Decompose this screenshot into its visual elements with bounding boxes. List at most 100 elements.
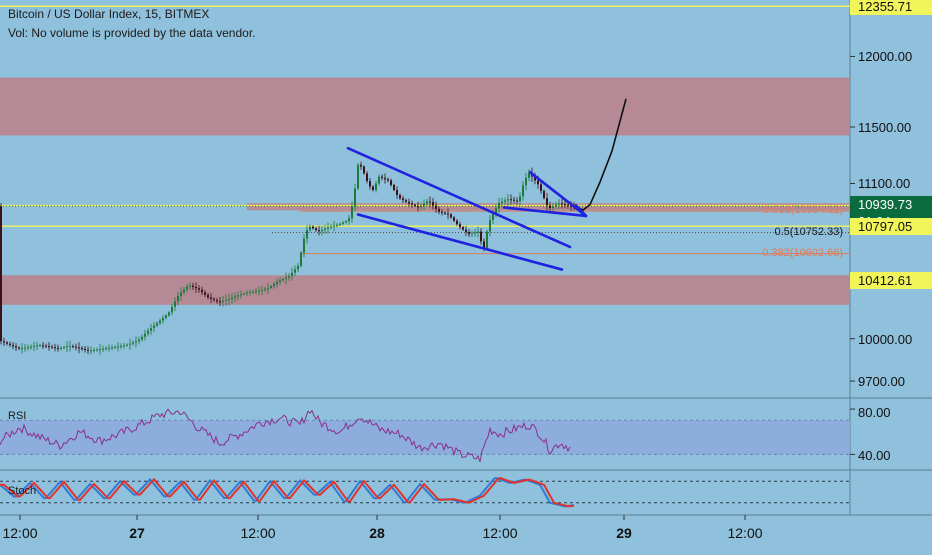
candle-down [51, 346, 53, 348]
trendline [346, 146, 572, 249]
stoch-d-line [0, 476, 575, 508]
candle-up [117, 346, 119, 348]
candle-up [321, 229, 323, 232]
candle-down [453, 217, 455, 221]
price-axis-label: 12355.71 [850, 0, 932, 16]
candle-up [348, 218, 350, 222]
candle-up [426, 201, 428, 204]
candle-up [357, 164, 359, 189]
candle-up [174, 301, 176, 307]
candle-up [183, 289, 185, 293]
fib-level-label: 0.5(10752.33) [774, 225, 844, 238]
candle-up [327, 227, 329, 229]
candle-down [210, 297, 212, 299]
candle-down [432, 202, 434, 206]
candle-up [255, 291, 257, 293]
time-axis-label: 12:00 [482, 525, 518, 541]
candle-down [48, 346, 50, 348]
candle-down [45, 345, 47, 347]
candle-up [120, 345, 122, 347]
candle-up [420, 205, 422, 208]
resistance-zone [0, 275, 850, 305]
candle-up [267, 288, 269, 290]
candle-down [366, 173, 368, 182]
candle-down [315, 228, 317, 231]
candle-up [90, 350, 92, 352]
candle-down [12, 345, 14, 347]
candle-up [294, 269, 296, 273]
candle-down [483, 241, 485, 249]
candle-down [75, 346, 77, 348]
candle-up [528, 172, 530, 178]
candle-down [81, 348, 83, 350]
candle-up [336, 224, 338, 226]
resistance-zone [247, 203, 850, 211]
candle-down [87, 349, 89, 351]
candle-down [213, 298, 215, 301]
candle-up [123, 345, 125, 347]
candle-up [39, 345, 41, 347]
candle-up [132, 342, 134, 344]
candle-down [447, 213, 449, 215]
candle-down [42, 345, 44, 347]
candle-up [27, 347, 29, 349]
stoch-label: Stoch [8, 485, 37, 497]
candle-up [279, 280, 281, 282]
candle-down [417, 205, 419, 208]
candle-up [108, 347, 110, 349]
price-axis-label: 10412.61 [850, 272, 932, 290]
candle-up [111, 347, 113, 349]
candle-down [390, 180, 392, 185]
rsi-tick-40: 40.00 [858, 448, 891, 463]
candle-down [201, 289, 203, 293]
trendline [574, 204, 588, 218]
candle-down [465, 229, 467, 233]
candle-up [423, 203, 425, 206]
candle-down [402, 198, 404, 201]
candle-up [378, 176, 380, 184]
candle-down [393, 184, 395, 190]
candle-up [138, 339, 140, 342]
candle-up [276, 281, 278, 285]
candle-down [540, 184, 542, 191]
candle-up [498, 203, 500, 209]
time-axis-label: 29 [616, 525, 632, 541]
candle-down [387, 179, 389, 181]
price-axis-label: 12000.00 [858, 49, 913, 65]
time-axis-label: 27 [129, 525, 145, 541]
candle-down [513, 199, 515, 201]
volume-note: Vol: No volume is provided by the data v… [8, 26, 256, 40]
time-axis-label: 12:00 [2, 525, 38, 541]
candle-up [180, 292, 182, 296]
candle-down [546, 198, 548, 206]
candle-up [171, 306, 173, 313]
candle-up [345, 221, 347, 223]
candle-up [186, 286, 188, 290]
candle-down [516, 200, 518, 202]
candle-down [462, 227, 464, 230]
candle-down [54, 347, 56, 349]
candle-down [480, 231, 482, 242]
trendline [502, 206, 588, 218]
candle-up [96, 349, 98, 351]
candle-down [411, 203, 413, 205]
candle-down [72, 346, 74, 348]
candle-down [444, 212, 446, 214]
candle-up [309, 226, 311, 231]
candle-down [534, 176, 536, 181]
candle-up [237, 295, 239, 297]
candle-up [522, 185, 524, 197]
candle-up [558, 203, 560, 205]
candle-down [360, 164, 362, 167]
candle-down [549, 205, 551, 209]
candle-up [240, 294, 242, 296]
candle-up [126, 344, 128, 346]
candle-up [144, 333, 146, 337]
candle-up [249, 291, 251, 293]
candle-down [0, 206, 2, 342]
candle-down [9, 343, 11, 346]
candle-up [63, 347, 65, 349]
candle-down [78, 347, 80, 349]
